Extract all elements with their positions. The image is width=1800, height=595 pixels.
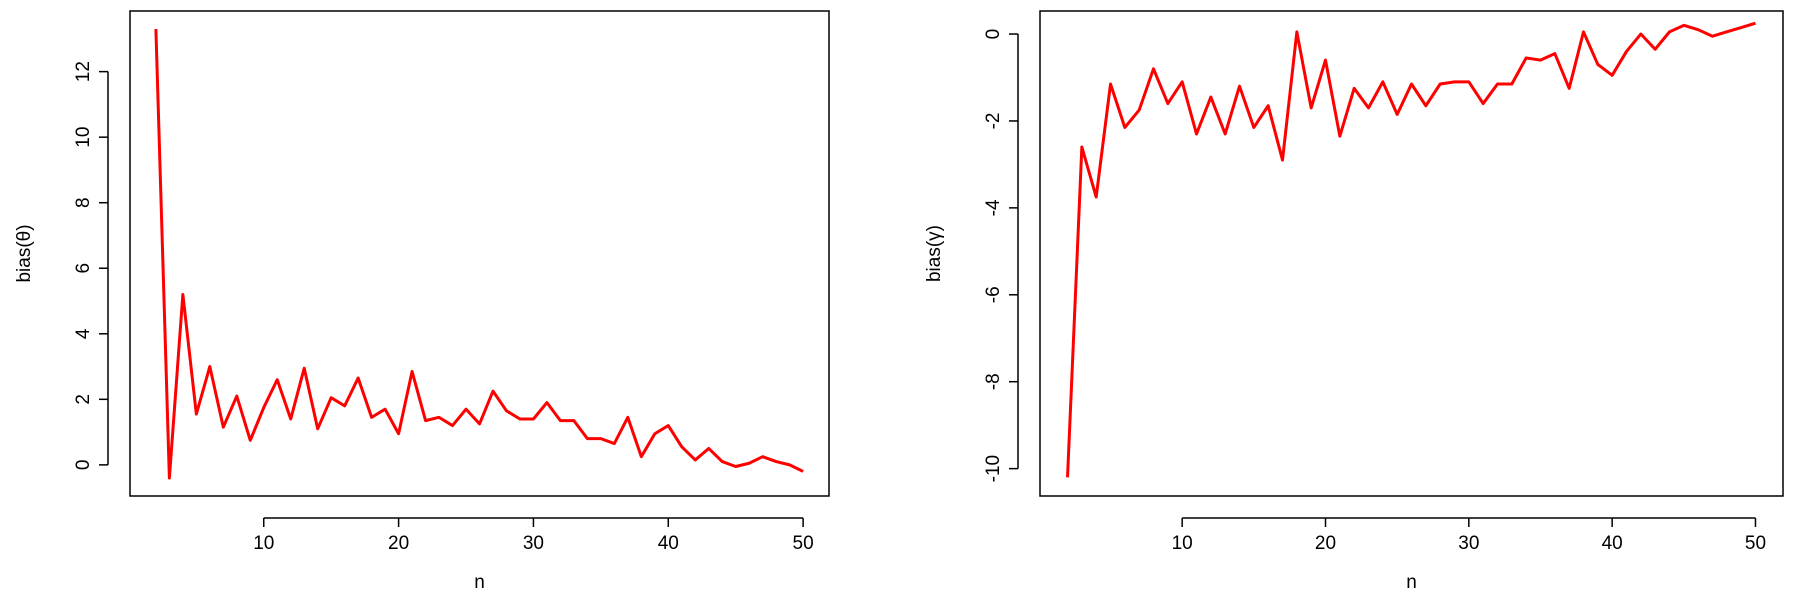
- y-tick-label: -6: [983, 286, 1004, 303]
- x-tick-label: 20: [1315, 533, 1336, 554]
- x-tick-label: 10: [1172, 533, 1193, 554]
- y-tick-label: -2: [983, 112, 1004, 129]
- y-tick-label: -8: [983, 373, 1004, 390]
- y-tick-label: 6: [73, 263, 94, 274]
- y-axis-label: bias(γ): [924, 225, 945, 282]
- plot-frame: [129, 10, 830, 497]
- y-tick-label: 0: [983, 29, 1004, 40]
- y-tick-label: 12: [73, 61, 94, 82]
- data-line: [1066, 21, 1756, 478]
- y-tick-label: 8: [73, 197, 94, 208]
- x-tick-label: 50: [793, 533, 814, 554]
- x-tick-label: 10: [253, 533, 274, 554]
- y-tick-label: 0: [73, 460, 94, 471]
- plot-frame: [1039, 10, 1784, 497]
- x-tick-label: 30: [523, 533, 544, 554]
- x-axis-label: n: [474, 572, 485, 593]
- y-tick-label: -4: [983, 199, 1004, 216]
- x-tick-label: 40: [658, 533, 679, 554]
- y-tick-label: 4: [73, 328, 94, 339]
- y-tick-label: 10: [73, 127, 94, 148]
- x-axis-label: n: [1406, 572, 1417, 593]
- y-tick-label: -10: [983, 455, 1004, 482]
- y-tick-label: 2: [73, 394, 94, 405]
- data-line: [154, 28, 804, 480]
- x-tick-label: 30: [1458, 533, 1479, 554]
- x-tick-label: 40: [1602, 533, 1623, 554]
- y-axis-label: bias(θ): [14, 224, 35, 282]
- x-tick-label: 20: [388, 533, 409, 554]
- x-tick-label: 50: [1745, 533, 1766, 554]
